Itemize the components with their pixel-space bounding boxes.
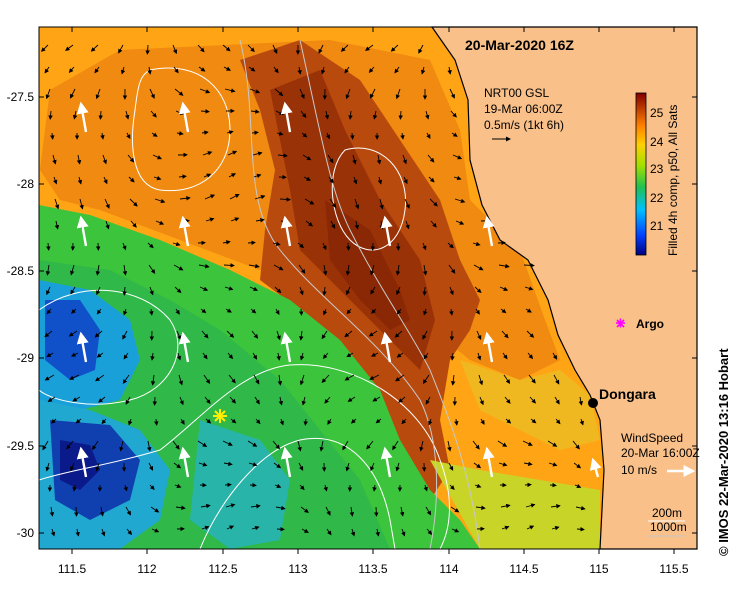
- wind-line2: 20-Mar 16:00Z: [621, 446, 700, 460]
- colorbar-tick-25: 25: [650, 106, 664, 120]
- y-tick-label: -29.5: [7, 439, 35, 453]
- date-title: 20-Mar-2020 16Z: [465, 37, 574, 53]
- float-star-marker: [213, 409, 227, 423]
- x-tick-label: 115: [589, 562, 608, 576]
- y-axis: -27.5 -28 -28.5 -29 -29.5 -30: [7, 90, 697, 540]
- colorbar-ticks: 25 24 23 22 21: [650, 106, 664, 233]
- x-tick-label: 113.5: [358, 562, 387, 576]
- isobath-200m-label: 200m: [652, 506, 682, 520]
- y-tick-label: -29: [17, 351, 35, 365]
- wind-line1: WindSpeed: [621, 431, 683, 445]
- argo-label: Argo: [636, 317, 664, 331]
- colorbar-tick-21: 21: [650, 219, 664, 233]
- x-tick-label: 114: [439, 562, 458, 576]
- x-tick-label: 113: [288, 562, 307, 576]
- colorbar-label: Filled 4h comp, p50, All Sats: [666, 105, 680, 256]
- y-tick-label: -28: [17, 177, 35, 191]
- x-axis: 111.5 112 112.5 113 113.5 114 114.5 115 115.5: [58, 27, 689, 576]
- y-tick-label: -28.5: [7, 264, 35, 278]
- colorbar-tick-23: 23: [650, 162, 664, 176]
- y-tick-label: -27.5: [7, 90, 35, 104]
- x-tick-label: 111.5: [58, 562, 87, 576]
- y-tick-label: -30: [17, 526, 35, 540]
- current-scale-label: 0.5m/s (1kt 6h): [484, 118, 564, 132]
- dongara-marker: [588, 398, 598, 408]
- current-arrows: [40, 44, 586, 537]
- current-source-line1: NRT00 GSL: [484, 86, 549, 100]
- wind-scale-label: 10 m/s: [621, 463, 657, 477]
- contour-lines: [38, 39, 481, 550]
- colorbar-tick-22: 22: [650, 191, 664, 205]
- credit-text: © IMOS 22-Mar-2020 13:16 Hobart: [716, 348, 731, 556]
- x-tick-label: 112: [137, 562, 156, 576]
- dongara-label: Dongara: [599, 386, 656, 402]
- colorbar-tick-24: 24: [650, 135, 664, 149]
- x-tick-label: 112.5: [208, 562, 237, 576]
- wind-arrows: [76, 101, 602, 478]
- x-tick-label: 115.5: [659, 562, 688, 576]
- argo-marker-icon: [616, 318, 625, 328]
- colorbar: [635, 92, 647, 256]
- current-source-line2: 19-Mar 06:00Z: [484, 102, 563, 116]
- x-tick-label: 114.5: [509, 562, 538, 576]
- isobath-1000m-label: 1000m: [650, 520, 687, 534]
